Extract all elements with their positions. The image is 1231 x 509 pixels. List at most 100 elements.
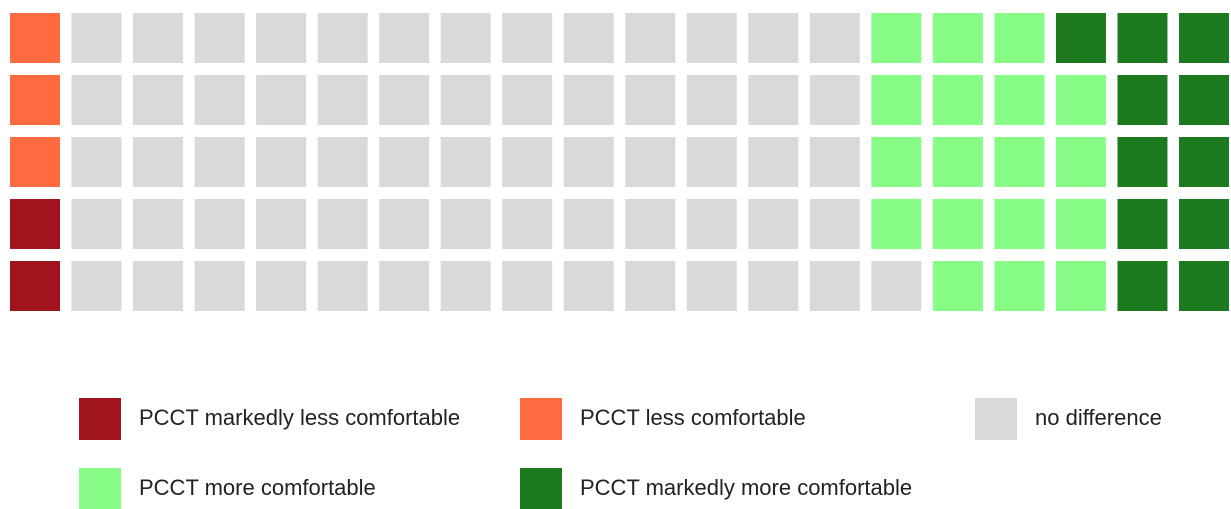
waffle-cell xyxy=(871,75,922,125)
legend-label: PCCT less comfortable xyxy=(580,405,806,430)
waffle-cell xyxy=(809,199,860,249)
waffle-cell xyxy=(1179,75,1229,125)
waffle-cell xyxy=(994,199,1045,249)
waffle-cell xyxy=(809,261,860,311)
waffle-cell xyxy=(71,199,122,249)
waffle-cell xyxy=(317,75,368,125)
waffle-cell xyxy=(809,137,860,187)
waffle-cell xyxy=(379,13,430,63)
waffle-cell xyxy=(563,261,614,311)
waffle-cell xyxy=(871,261,922,311)
waffle-cell xyxy=(871,137,922,187)
waffle-cell xyxy=(871,13,922,63)
waffle-cell xyxy=(317,261,368,311)
waffle-cell xyxy=(994,261,1045,311)
waffle-cell xyxy=(133,137,184,187)
waffle-cell xyxy=(748,261,799,311)
waffle-cell xyxy=(133,261,184,311)
waffle-cell xyxy=(563,75,614,125)
waffle-cell xyxy=(502,137,553,187)
waffle-cell xyxy=(1117,13,1168,63)
waffle-cell xyxy=(932,13,983,63)
waffle-cell xyxy=(133,75,184,125)
waffle-cell xyxy=(563,137,614,187)
legend-swatch xyxy=(975,398,1017,440)
waffle-cell xyxy=(748,75,799,125)
waffle-cell xyxy=(686,137,737,187)
waffle-cell xyxy=(133,13,184,63)
waffle-cell xyxy=(502,13,553,63)
waffle-cell xyxy=(994,75,1045,125)
waffle-cell xyxy=(1179,199,1229,249)
waffle-cell xyxy=(1179,13,1229,63)
waffle-cell xyxy=(440,261,491,311)
waffle-cell xyxy=(1117,137,1168,187)
waffle-cell xyxy=(994,13,1045,63)
legend-label: PCCT markedly less comfortable xyxy=(139,405,460,430)
waffle-cell xyxy=(1055,261,1106,311)
waffle-cell xyxy=(686,13,737,63)
waffle-cell xyxy=(809,13,860,63)
legend-swatch xyxy=(520,468,562,509)
waffle-cell xyxy=(932,137,983,187)
waffle-cell xyxy=(379,261,430,311)
waffle-cell xyxy=(1117,199,1168,249)
waffle-cell xyxy=(71,261,122,311)
waffle-cell xyxy=(256,13,307,63)
waffle-cell xyxy=(317,137,368,187)
waffle-cell xyxy=(256,199,307,249)
waffle-cell xyxy=(1179,261,1229,311)
waffle-cell xyxy=(379,137,430,187)
waffle-cell xyxy=(10,13,60,63)
waffle-cell xyxy=(809,75,860,125)
legend-swatch xyxy=(79,398,121,440)
legend-label: PCCT more comfortable xyxy=(139,475,376,500)
waffle-cell xyxy=(625,13,676,63)
waffle-cell xyxy=(1055,13,1106,63)
waffle-cell xyxy=(317,199,368,249)
waffle-cell xyxy=(317,13,368,63)
waffle-cell xyxy=(194,75,245,125)
waffle-cell xyxy=(256,137,307,187)
waffle-cell xyxy=(1117,75,1168,125)
legend-swatch xyxy=(79,468,121,509)
waffle-cell xyxy=(440,13,491,63)
waffle-cell xyxy=(748,137,799,187)
waffle-cell xyxy=(994,137,1045,187)
waffle-cell xyxy=(10,261,60,311)
waffle-cell xyxy=(194,137,245,187)
legend-label: PCCT markedly more comfortable xyxy=(580,475,912,500)
waffle-cell xyxy=(133,199,184,249)
waffle-cell xyxy=(10,137,60,187)
waffle-cell xyxy=(686,261,737,311)
waffle-cell xyxy=(71,13,122,63)
waffle-cell xyxy=(502,199,553,249)
waffle-cell xyxy=(932,75,983,125)
waffle-cell xyxy=(1179,137,1229,187)
legend-label: no difference xyxy=(1035,405,1162,430)
waffle-cell xyxy=(71,137,122,187)
waffle-cell xyxy=(932,261,983,311)
waffle-cell xyxy=(502,261,553,311)
waffle-cell xyxy=(686,199,737,249)
waffle-cell xyxy=(625,137,676,187)
waffle-cell xyxy=(563,199,614,249)
waffle-cell xyxy=(625,75,676,125)
waffle-cell xyxy=(1117,261,1168,311)
waffle-cell xyxy=(379,199,430,249)
waffle-cell xyxy=(1055,75,1106,125)
waffle-cell xyxy=(625,199,676,249)
waffle-cell xyxy=(1055,199,1106,249)
waffle-cell xyxy=(71,75,122,125)
waffle-cell xyxy=(194,13,245,63)
waffle-cell xyxy=(748,199,799,249)
waffle-cell xyxy=(10,199,60,249)
waffle-cell xyxy=(932,199,983,249)
waffle-cell xyxy=(686,75,737,125)
waffle-cell xyxy=(440,199,491,249)
waffle-cell xyxy=(440,137,491,187)
waffle-cell xyxy=(194,261,245,311)
waffle-cell xyxy=(256,261,307,311)
